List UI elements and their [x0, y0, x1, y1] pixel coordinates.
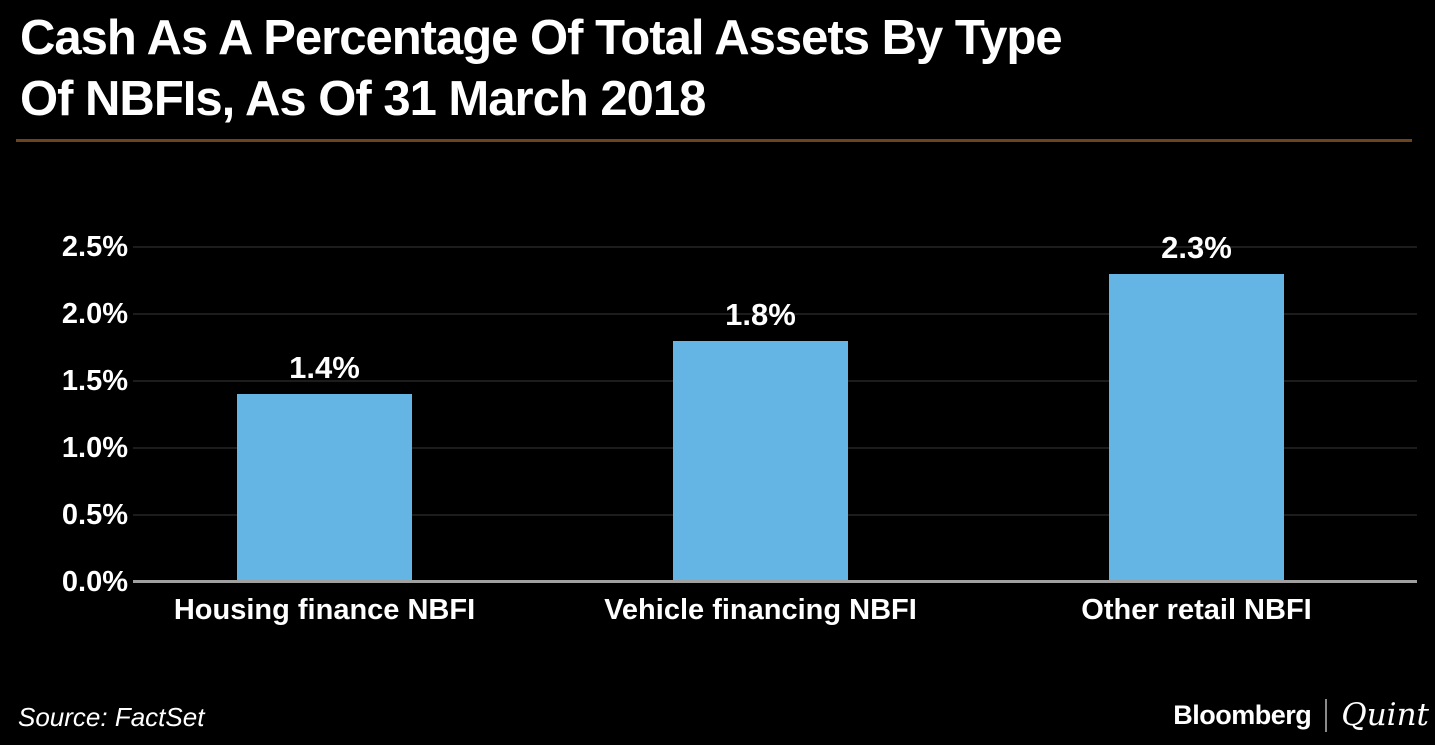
chart-title-line1: Cash As A Percentage Of Total Assets By …	[20, 11, 1063, 65]
y-tick-2-0: 2.0%	[61, 298, 128, 330]
y-tick-2-5: 2.5%	[61, 231, 128, 263]
bar-group-vehicle-financing-nbfi: 1.8% Vehicle financing NBFI	[604, 247, 917, 626]
chart-title: Cash As A Percentage Of Total Assets By …	[20, 8, 1063, 130]
plot-area: 1.4% Housing finance NBFI 1.8% Vehicle f…	[133, 230, 1417, 626]
bar-housing-finance-nbfi: 1.4%	[237, 350, 412, 582]
source-note: Source: FactSet	[18, 702, 205, 732]
quint-wordmark: Quint	[1341, 697, 1429, 733]
bar-value-label: 2.3%	[1161, 229, 1232, 265]
title-accent-rule	[16, 139, 1412, 142]
y-tick-0-0: 0.0%	[61, 566, 128, 598]
y-tick-1-5: 1.5%	[61, 365, 128, 397]
gridline-2-0	[133, 313, 1417, 315]
gridline-2-5	[133, 246, 1417, 248]
bar-group-other-retail-nbfi: 2.3% Other retail NBFI	[1081, 230, 1311, 626]
chart-title-line2: Of NBFIs, As Of 31 March 2018	[20, 72, 706, 126]
y-tick-1-0: 1.0%	[61, 432, 128, 464]
x-category-label-other-retail-nbfi: Other retail NBFI	[1081, 594, 1312, 626]
bar-value-label: 1.8%	[725, 296, 796, 332]
bar-value-label: 1.4%	[289, 350, 360, 386]
y-axis: 2.5% 2.0% 1.5% 1.0% 0.5% 0.0%	[0, 231, 128, 598]
brand-logo: Bloomberg Quint	[1173, 694, 1429, 736]
y-tick-0-5: 0.5%	[61, 499, 128, 531]
bloomberg-wordmark: Bloomberg	[1173, 699, 1312, 730]
x-category-label-housing-finance-nbfi: Housing finance NBFI	[173, 594, 476, 626]
bar-group-housing-finance-nbfi: 1.4% Housing finance NBFI	[174, 247, 475, 626]
bar-other-retail-nbfi: 2.3%	[1109, 230, 1284, 582]
bar-vehicle-financing-nbfi: 1.8%	[673, 297, 848, 582]
x-axis-line	[133, 580, 1417, 583]
brand-divider	[1325, 698, 1328, 732]
x-category-label-vehicle-financing-nbfi: Vehicle financing NBFI	[604, 594, 917, 626]
